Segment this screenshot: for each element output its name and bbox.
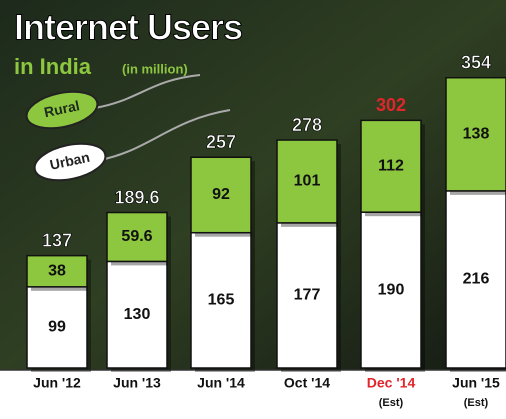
value-label: 112 [378,157,404,174]
value-label: 130 [124,306,151,323]
label-strip [0,370,506,414]
bar-segment [360,211,422,369]
bar-segment [106,211,168,263]
bar-segment [26,286,88,369]
value-label: 101 [294,173,321,190]
chart-title: Internet Users [14,7,242,48]
value-label: 216 [463,271,490,288]
bar-segment [276,139,338,224]
x-tick-label: Jun '13 [113,375,161,391]
bar-segment [360,119,422,213]
x-tick-label: Jun '14 [197,375,245,391]
bar-segment [276,222,338,369]
total-label: 137 [42,230,72,250]
total-label: 257 [206,132,236,152]
mouse-cables [94,74,231,161]
legend-label: Rural [43,97,81,120]
bar-segment [106,260,168,369]
x-tick-label: Jun '12 [33,375,81,391]
value-label: 138 [463,126,490,143]
bar-segment [445,190,506,369]
bar-segment [190,231,252,369]
bar-segment [445,76,506,192]
value-label: 165 [208,292,235,309]
legend-swatch [25,90,99,130]
x-tick-label: Jun '15 [452,375,500,391]
x-sublabel: (Est) [464,397,489,409]
x-sublabel: (Est) [379,397,404,409]
total-label: 189.6 [114,187,159,207]
total-label: 278 [292,115,322,135]
total-label: 354 [461,52,491,72]
bar-segment [26,254,88,288]
legend-swatch [33,142,107,182]
chart-subtitle: in India [14,54,92,79]
value-label: 92 [212,186,230,203]
x-tick-label: Dec '14 [367,375,416,391]
value-label: 190 [378,281,405,298]
value-label: 177 [294,287,321,304]
unit-label: (in million) [122,61,188,76]
value-label: 59.6 [121,228,152,245]
bar-segment [190,156,252,234]
value-label: 99 [48,319,66,336]
x-tick-label: Oct '14 [284,375,330,391]
total-label: 302 [376,95,406,115]
value-label: 38 [48,262,66,279]
